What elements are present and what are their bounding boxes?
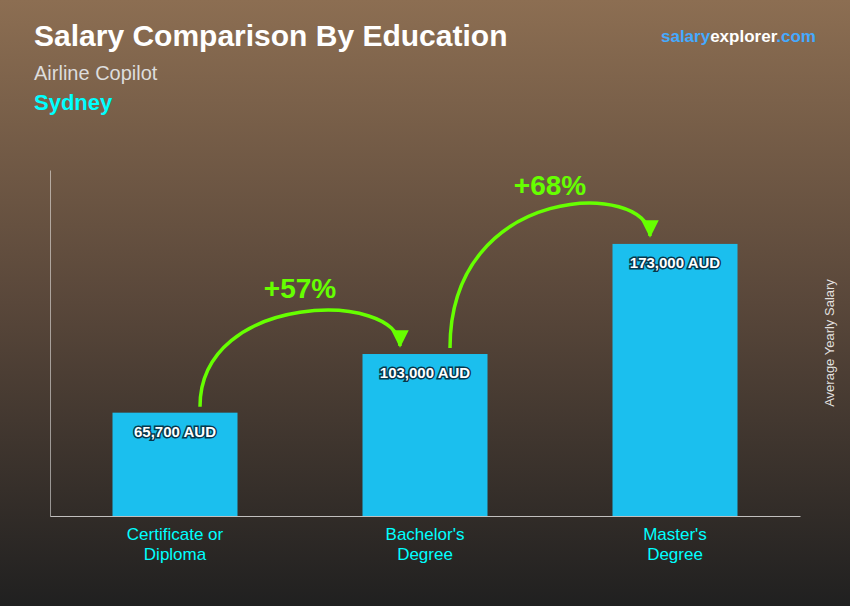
watermark-part: salary — [661, 27, 711, 46]
change-arrow — [450, 203, 650, 348]
x-tick: Master'sDegree — [643, 525, 707, 564]
x-tick-label-line: Diploma — [144, 545, 207, 564]
x-axis: Certificate orDiplomaBachelor'sDegreeMas… — [51, 517, 801, 565]
x-tick-label-line: Certificate or — [127, 525, 224, 544]
y-axis — [50, 171, 51, 517]
x-tick-label: Certificate orDiploma — [127, 525, 224, 564]
change-arrows: +57% +68% — [200, 170, 650, 407]
x-tick: Bachelor'sDegree — [386, 525, 465, 564]
x-tick-label-line: Degree — [647, 545, 703, 564]
chart-container: Certificate orDiplomaBachelor'sDegreeMas… — [0, 0, 850, 606]
data-label: 103,000 AUD — [380, 364, 470, 381]
data-label: 173,000 AUD — [630, 254, 720, 271]
bar — [113, 413, 238, 516]
subtitle: Airline Copilot — [34, 62, 158, 84]
title: Salary Comparison By Education — [34, 19, 507, 52]
city: Sydney — [34, 90, 113, 115]
header: Salary Comparison By Education Airline Co… — [34, 19, 816, 115]
y-axis-line — [50, 171, 51, 517]
watermark-part: explorer — [710, 27, 777, 46]
change-label: +57% — [264, 273, 336, 304]
x-tick: Certificate orDiploma — [127, 525, 224, 564]
x-tick-label: Master'sDegree — [643, 525, 707, 564]
bar — [613, 244, 738, 516]
x-tick-label-line: Degree — [397, 545, 453, 564]
data-labels: 65,700 AUD 103,000 AUD 173,000 AUD — [134, 254, 720, 440]
change-label: +68% — [514, 170, 586, 201]
x-axis-line — [51, 516, 801, 517]
background — [0, 0, 850, 606]
watermark-part: .com — [776, 27, 816, 46]
bars — [113, 244, 738, 516]
chart-svg: Certificate orDiplomaBachelor'sDegreeMas… — [0, 0, 850, 606]
data-label: 65,700 AUD — [134, 423, 216, 440]
x-tick-label-line: Master's — [643, 525, 707, 544]
x-tick-label-line: Bachelor's — [386, 525, 465, 544]
bar — [363, 354, 488, 516]
change-arrow — [200, 310, 400, 406]
y-axis-title: Average Yearly Salary — [822, 279, 837, 407]
x-tick-label: Bachelor'sDegree — [386, 525, 465, 564]
watermark: salaryexplorer.com — [661, 27, 816, 46]
